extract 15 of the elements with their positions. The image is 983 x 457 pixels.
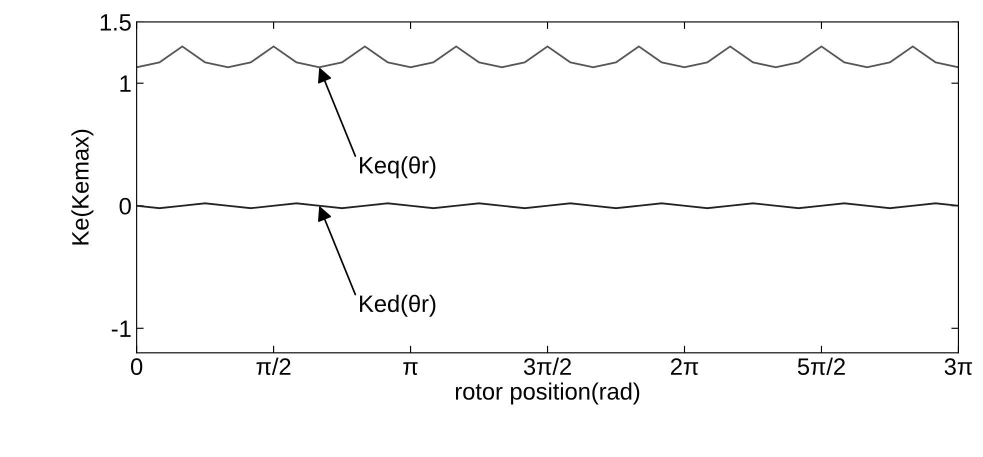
- y-tick-label: -1: [112, 320, 131, 337]
- x-tick-label: 2π: [670, 358, 698, 376]
- x-tick-label: 3π/2: [524, 358, 571, 376]
- x-axis-title: rotor position(rad): [456, 382, 640, 404]
- x-tick-label: 5π/2: [798, 358, 845, 376]
- annotation: Ked(θr): [360, 294, 436, 317]
- annotation: Keq(θr): [360, 156, 436, 178]
- y-axis-title: Ke(Kemax): [71, 130, 94, 244]
- x-tick-label: 0: [130, 358, 142, 376]
- y-tick-label: 1: [120, 76, 131, 92]
- y-tick-label: 0: [120, 198, 131, 215]
- x-tick-label: π/2: [256, 358, 290, 376]
- x-tick-label: π: [403, 362, 418, 376]
- y-tick-label: 1.5: [100, 14, 131, 31]
- x-tick-label: 3π: [944, 358, 972, 376]
